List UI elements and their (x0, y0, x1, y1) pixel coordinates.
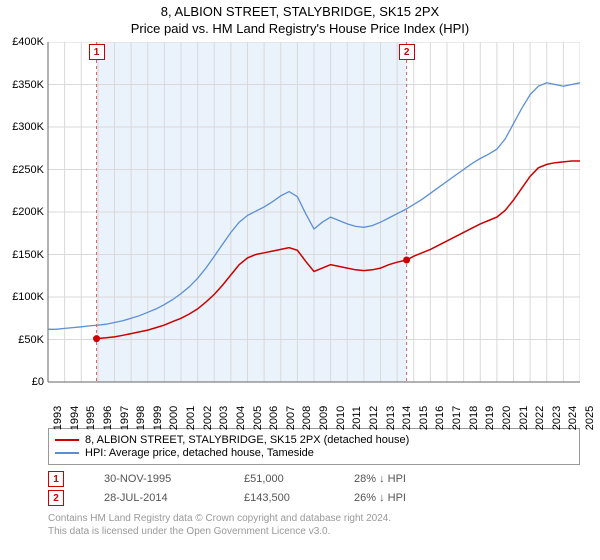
x-tick-label: 2023 (551, 406, 563, 430)
x-tick-label: 2018 (468, 406, 480, 430)
y-tick-label: £400K (0, 36, 44, 48)
y-tick-label: £150K (0, 249, 44, 261)
legend: 8, ALBION STREET, STALYBRIDGE, SK15 2PX … (48, 428, 580, 465)
legend-label: HPI: Average price, detached house, Tame… (85, 447, 314, 459)
x-tick-label: 2016 (434, 406, 446, 430)
x-tick-label: 1994 (69, 406, 81, 430)
x-tick-label: 2017 (451, 406, 463, 430)
x-tick-label: 2022 (534, 406, 546, 430)
x-tick-label: 2008 (301, 406, 313, 430)
plot-svg (0, 42, 580, 384)
footer: Contains HM Land Registry data © Crown c… (48, 512, 580, 538)
x-tick-label: 2010 (335, 406, 347, 430)
chart-marker-badge: 2 (399, 44, 415, 60)
footer-line1: Contains HM Land Registry data © Crown c… (48, 512, 580, 525)
x-tick-label: 2004 (235, 406, 247, 430)
y-tick-label: £0 (0, 376, 44, 388)
x-tick-label: 2012 (368, 406, 380, 430)
x-tick-label: 2014 (401, 406, 413, 430)
x-tick-label: 2015 (418, 406, 430, 430)
legend-item: 8, ALBION STREET, STALYBRIDGE, SK15 2PX … (55, 434, 573, 446)
marker-delta: 28% ↓ HPI (354, 473, 406, 485)
marker-row: 1 30-NOV-1995 £51,000 28% ↓ HPI (48, 471, 580, 487)
x-tick-label: 1998 (135, 406, 147, 430)
chart-title: 8, ALBION STREET, STALYBRIDGE, SK15 2PX (0, 4, 600, 19)
marker-date: 30-NOV-1995 (104, 473, 204, 485)
x-tick-label: 1999 (152, 406, 164, 430)
chart-subtitle: Price paid vs. HM Land Registry's House … (0, 21, 600, 36)
x-tick-label: 2019 (484, 406, 496, 430)
footer-line2: This data is licensed under the Open Gov… (48, 525, 580, 538)
y-tick-label: £100K (0, 291, 44, 303)
marker-table: 1 30-NOV-1995 £51,000 28% ↓ HPI 2 28-JUL-2014… (48, 471, 580, 506)
x-tick-label: 2007 (285, 406, 297, 430)
x-tick-label: 2003 (218, 406, 230, 430)
x-tick-label: 2001 (185, 406, 197, 430)
x-tick-label: 2002 (202, 406, 214, 430)
x-tick-label: 2006 (268, 406, 280, 430)
x-tick-label: 2005 (252, 406, 264, 430)
x-tick-label: 2021 (518, 406, 530, 430)
marker-date: 28-JUL-2014 (104, 492, 204, 504)
x-tick-label: 1993 (52, 406, 64, 430)
marker-delta: 26% ↓ HPI (354, 492, 406, 504)
legend-item: HPI: Average price, detached house, Tame… (55, 447, 573, 459)
x-tick-label: 1995 (85, 406, 97, 430)
y-tick-label: £200K (0, 206, 44, 218)
x-tick-label: 2025 (584, 406, 596, 430)
marker-price: £143,500 (244, 492, 314, 504)
chart-marker-badge: 1 (89, 44, 105, 60)
x-tick-label: 2011 (351, 406, 363, 430)
title-block: 8, ALBION STREET, STALYBRIDGE, SK15 2PX … (0, 0, 600, 36)
marker-row: 2 28-JUL-2014 £143,500 26% ↓ HPI (48, 490, 580, 506)
x-tick-label: 2000 (168, 406, 180, 430)
x-tick-label: 1996 (102, 406, 114, 430)
marker-badge: 2 (48, 490, 64, 506)
x-tick-label: 1997 (119, 406, 131, 430)
y-tick-label: £350K (0, 79, 44, 91)
legend-label: 8, ALBION STREET, STALYBRIDGE, SK15 2PX … (85, 434, 409, 446)
legend-swatch (55, 452, 79, 454)
y-tick-label: £50K (0, 334, 44, 346)
y-tick-label: £250K (0, 164, 44, 176)
x-tick-label: 2024 (567, 406, 579, 430)
legend-swatch (55, 439, 79, 441)
x-tick-label: 2020 (501, 406, 513, 430)
marker-badge: 1 (48, 471, 64, 487)
chart-container: 8, ALBION STREET, STALYBRIDGE, SK15 2PX … (0, 0, 600, 560)
marker-price: £51,000 (244, 473, 314, 485)
x-tick-label: 2009 (318, 406, 330, 430)
chart-area: £0£50K£100K£150K£200K£250K£300K£350K£400… (0, 42, 600, 424)
y-tick-label: £300K (0, 121, 44, 133)
x-tick-label: 2013 (385, 406, 397, 430)
